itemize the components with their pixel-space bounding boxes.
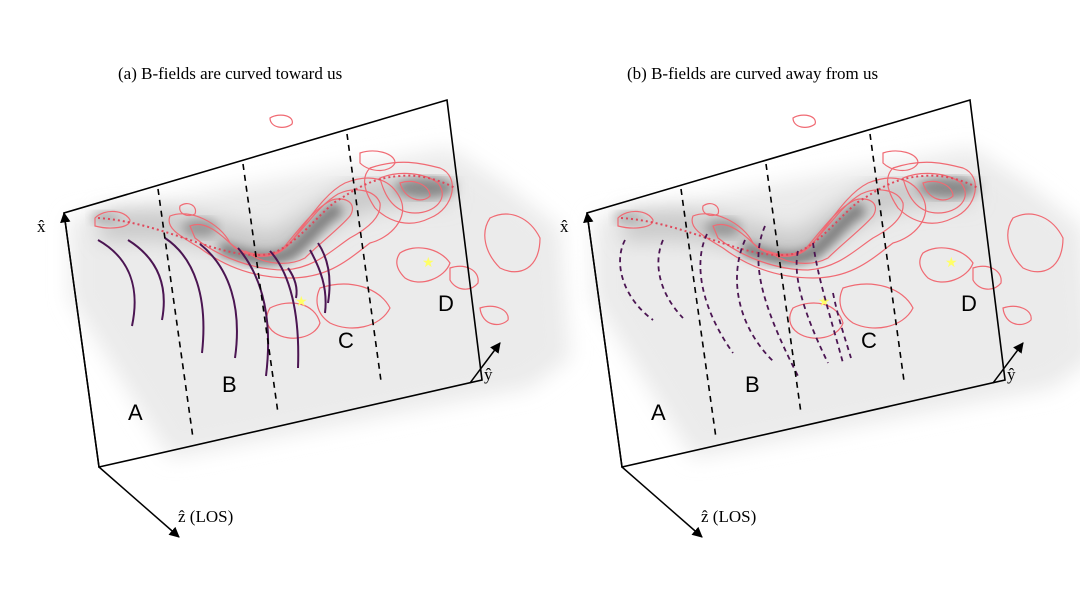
panel-b-region-d: D: [961, 291, 977, 316]
panel-b-z-label: ẑ (LOS): [701, 507, 756, 526]
panel-a-z-axis: [98, 466, 180, 538]
panel-a-divider-cd: [346, 133, 382, 382]
panel-b-y-label: ŷ: [1007, 365, 1016, 384]
panel-a-title: (a) B-fields are curved toward us: [118, 64, 342, 83]
panel-b-y-axis: [992, 342, 1024, 384]
panel-b-x-label: x̂: [560, 217, 569, 236]
svg-text:★: ★: [945, 255, 958, 271]
panel-b-divider-bc: [765, 163, 802, 414]
panel-a-stars: ★ ★: [295, 255, 435, 310]
panel-a-region-d: D: [438, 291, 454, 316]
panel-b-divider-cd: [869, 133, 905, 382]
panel-a-region-a: A: [128, 400, 143, 425]
panel-b-divider-ab: [680, 188, 717, 439]
panel-b-image: ★ ★: [593, 115, 1080, 458]
svg-text:★: ★: [295, 294, 308, 310]
panel-a: (a) B-fields are curved toward us ★ ★: [37, 64, 570, 538]
panel-a-region-b: B: [222, 372, 237, 397]
panel-b-bfield-lines: [619, 225, 852, 377]
panel-a-divider-bc: [242, 163, 279, 414]
panel-a-y-axis: [469, 342, 501, 384]
panel-b-title: (b) B-fields are curved away from us: [627, 64, 878, 83]
panel-b: (b) B-fields are curved away from us ★ ★: [560, 64, 1080, 538]
svg-text:★: ★: [422, 255, 435, 271]
panel-b-region-b: B: [745, 372, 760, 397]
panel-a-x-axis: [60, 211, 100, 468]
panel-a-image: ★ ★: [70, 115, 570, 458]
panel-a-x-label: x̂: [37, 217, 46, 236]
panel-a-divider-ab: [157, 188, 194, 439]
panel-a-region-c: C: [338, 328, 354, 353]
panel-b-z-axis: [621, 466, 703, 538]
panel-b-region-c: C: [861, 328, 877, 353]
panel-b-region-a: A: [651, 400, 666, 425]
panel-b-x-axis: [583, 211, 623, 468]
panel-a-z-label: ẑ (LOS): [178, 507, 233, 526]
panel-a-bfield-lines: [97, 237, 331, 377]
panel-a-y-label: ŷ: [484, 365, 493, 384]
